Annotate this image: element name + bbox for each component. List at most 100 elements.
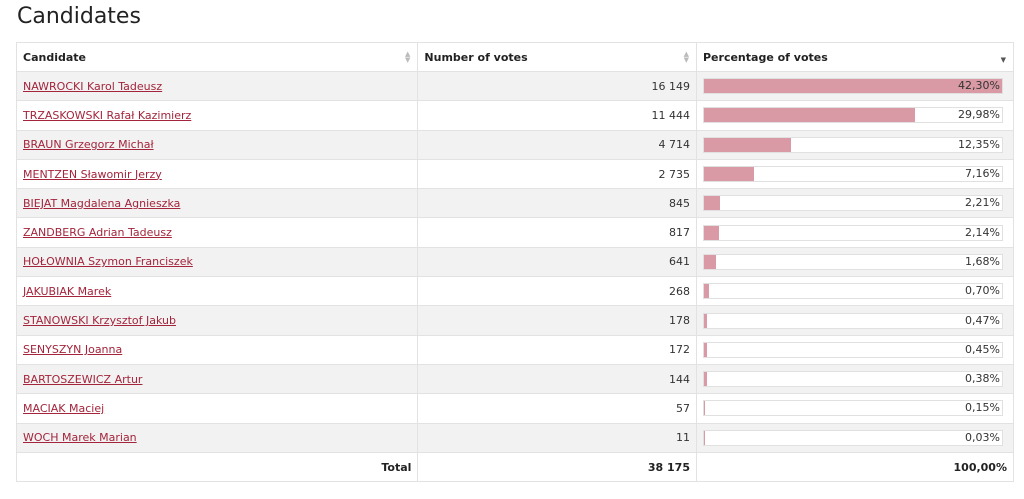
total-percentage: 100,00% (696, 451, 1014, 483)
votes-cell: 641 (417, 246, 697, 278)
percentage-cell: 29,98% (696, 100, 1014, 131)
percentage-label: 7,16% (965, 167, 1000, 181)
votes-cell: 11 (417, 422, 697, 453)
table-row: ZANDBERG Adrian Tadeusz 817 2,14% (15, 217, 1014, 248)
candidate-link[interactable]: BRAUN Grzegorz Michał (23, 138, 154, 152)
table-row: STANOWSKI Krzysztof Jakub 178 0,47% (15, 305, 1014, 336)
percentage-bar: 0,45% (703, 341, 1003, 358)
table-row: JAKUBIAK Marek 268 0,70% (15, 276, 1014, 307)
column-header-label: Candidate (23, 50, 86, 64)
percentage-label: 0,45% (965, 342, 1000, 356)
percentage-cell: 42,30% (696, 70, 1014, 102)
total-votes: 38 175 (417, 451, 697, 483)
sort-desc-icon: ▲ ▼ (1000, 50, 1006, 64)
candidate-cell: JAKUBIAK Marek (15, 276, 419, 307)
votes-cell: 817 (417, 217, 697, 248)
votes-cell: 4 714 (417, 129, 697, 160)
votes-cell: 57 (417, 393, 697, 424)
percentage-bar-fill (704, 372, 707, 387)
percentage-cell: 7,16% (696, 158, 1014, 190)
percentage-bar: 0,38% (703, 371, 1003, 388)
candidate-cell: HOŁOWNIA Szymon Franciszek (15, 246, 419, 278)
candidate-cell: BRAUN Grzegorz Michał (15, 129, 419, 160)
candidate-link[interactable]: MENTZEN Sławomir Jerzy (23, 167, 162, 181)
sort-both-icon: ▲ ▼ (683, 50, 689, 64)
table-row: MACIAK Maciej 57 0,15% (15, 393, 1014, 424)
candidate-link[interactable]: TRZASKOWSKI Rafał Kazimierz (23, 108, 192, 122)
candidate-cell: BIEJAT Magdalena Agnieszka (15, 188, 419, 219)
table-row: NAWROCKI Karol Tadeusz 16 149 42,30% (15, 70, 1014, 102)
table-row: BRAUN Grzegorz Michał 4 714 12,35% (15, 129, 1014, 160)
percentage-cell: 2,14% (696, 217, 1014, 248)
candidate-link[interactable]: MACIAK Maciej (23, 401, 105, 415)
table-row: WOCH Marek Marian 11 0,03% (15, 422, 1014, 453)
percentage-label: 0,47% (965, 313, 1000, 327)
percentage-bar: 42,30% (703, 78, 1003, 95)
table-row: HOŁOWNIA Szymon Franciszek 641 1,68% (15, 246, 1014, 278)
percentage-bar-fill (704, 108, 916, 123)
percentage-cell: 12,35% (696, 129, 1014, 160)
column-header-label: Percentage of votes (703, 50, 828, 64)
percentage-bar-fill (704, 225, 720, 240)
table-row: SENYSZYN Joanna 172 0,45% (15, 334, 1014, 365)
percentage-bar: 12,35% (703, 136, 1003, 153)
table-row: BARTOSZEWICZ Artur 144 0,38% (15, 363, 1014, 395)
percentage-bar-fill (704, 342, 708, 357)
percentage-bar: 7,16% (703, 166, 1003, 183)
candidate-link[interactable]: BARTOSZEWICZ Artur (23, 372, 143, 386)
percentage-label: 42,30% (958, 79, 1000, 93)
percentage-bar-fill (704, 254, 716, 269)
votes-cell: 178 (417, 305, 697, 336)
percentage-bar: 0,70% (703, 283, 1003, 300)
percentage-label: 0,70% (965, 284, 1000, 298)
candidate-link[interactable]: BIEJAT Magdalena Agnieszka (23, 196, 181, 210)
percentage-label: 0,15% (965, 401, 1000, 415)
votes-cell: 172 (417, 334, 697, 365)
percentage-bar-fill (704, 313, 708, 328)
percentage-bar: 0,47% (703, 312, 1003, 329)
percentage-bar-fill (704, 79, 1002, 94)
candidate-link[interactable]: JAKUBIAK Marek (23, 284, 112, 298)
candidate-cell: MENTZEN Sławomir Jerzy (15, 158, 419, 190)
candidate-cell: SENYSZYN Joanna (15, 334, 419, 365)
candidate-link[interactable]: HOŁOWNIA Szymon Franciszek (23, 255, 193, 269)
candidate-cell: WOCH Marek Marian (15, 422, 419, 453)
candidate-cell: BARTOSZEWICZ Artur (15, 363, 419, 395)
total-label: Total (15, 451, 419, 483)
percentage-label: 2,14% (965, 225, 1000, 239)
percentage-label: 0,38% (965, 372, 1000, 386)
table-footer-row: Total 38 175 100,00% (15, 451, 1014, 483)
percentage-label: 29,98% (958, 108, 1000, 122)
percentage-cell: 0,38% (696, 363, 1014, 395)
candidate-link[interactable]: ZANDBERG Adrian Tadeusz (23, 226, 172, 240)
percentage-bar-fill (704, 196, 720, 211)
candidate-cell: TRZASKOWSKI Rafał Kazimierz (15, 100, 419, 131)
percentage-bar: 0,15% (703, 400, 1003, 417)
votes-cell: 845 (417, 188, 697, 219)
candidate-cell: NAWROCKI Karol Tadeusz (15, 70, 419, 102)
percentage-cell: 0,15% (696, 393, 1014, 424)
table-row: BIEJAT Magdalena Agnieszka 845 2,21% (15, 188, 1014, 219)
candidate-link[interactable]: STANOWSKI Krzysztof Jakub (23, 314, 176, 328)
candidate-link[interactable]: WOCH Marek Marian (23, 431, 137, 445)
votes-cell: 11 444 (417, 100, 697, 131)
percentage-label: 2,21% (965, 196, 1000, 210)
percentage-bar: 2,21% (703, 195, 1003, 212)
column-header-votes[interactable]: Number of votes ▲ ▼ (417, 42, 697, 72)
column-header-percentage[interactable]: Percentage of votes ▲ ▼ (696, 42, 1014, 72)
percentage-bar-fill (704, 137, 791, 152)
column-header-candidate[interactable]: Candidate ▲ ▼ (15, 42, 419, 72)
percentage-bar-fill (704, 401, 706, 416)
percentage-cell: 0,45% (696, 334, 1014, 365)
column-header-label: Number of votes (424, 50, 528, 64)
percentage-bar-fill (704, 284, 709, 299)
candidate-link[interactable]: NAWROCKI Karol Tadeusz (23, 79, 163, 93)
votes-cell: 268 (417, 276, 697, 307)
votes-cell: 2 735 (417, 158, 697, 190)
percentage-label: 0,03% (965, 430, 1000, 444)
votes-cell: 16 149 (417, 70, 697, 102)
percentage-bar: 2,14% (703, 224, 1003, 241)
votes-cell: 144 (417, 363, 697, 395)
candidate-link[interactable]: SENYSZYN Joanna (23, 343, 123, 357)
